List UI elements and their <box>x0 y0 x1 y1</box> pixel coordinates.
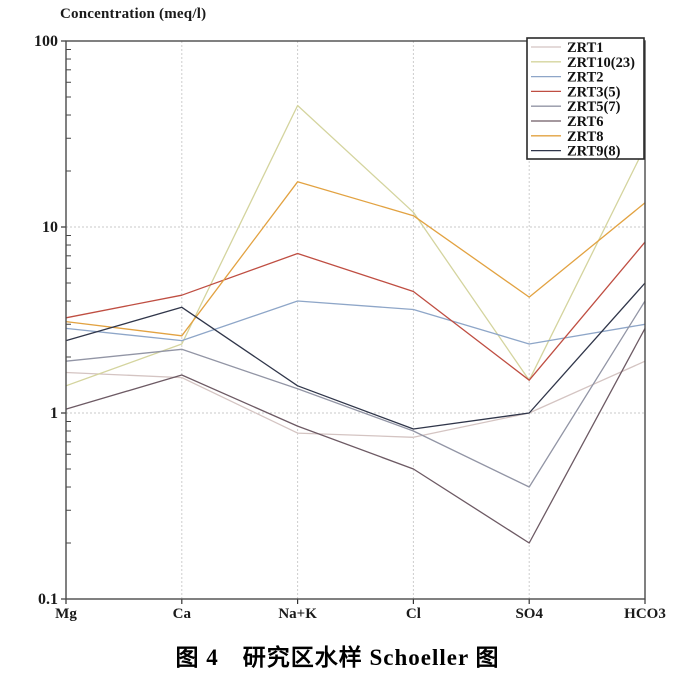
y-axis-title: Concentration (meq/l) <box>60 6 207 22</box>
x-category-label: HCO3 <box>624 606 666 622</box>
legend-box <box>526 37 645 160</box>
y-tick-labels: 100 10 1 0.1 <box>34 33 58 608</box>
y-tick-label: 1 <box>50 405 58 422</box>
legend-label-ZRT6: ZRT6 <box>567 114 604 130</box>
x-category-label: SO4 <box>515 606 543 622</box>
legend-entry: ZRT6 <box>531 114 604 130</box>
legend: ZRT1ZRT10(23)ZRT2ZRT3(5)ZRT5(7)ZRT6ZRT8Z… <box>526 37 645 160</box>
figure-caption: 图 4 研究区水样 Schoeller 图 <box>175 645 500 670</box>
legend-entry: ZRT9(8) <box>531 144 621 160</box>
y-tick-label: 0.1 <box>38 591 58 608</box>
legend-label-ZRT3(5): ZRT3(5) <box>567 84 621 100</box>
series-line-ZRT6 <box>65 328 646 544</box>
legend-label-ZRT2: ZRT2 <box>567 70 604 86</box>
x-category-labels: Mg Ca Na+K Cl SO4 HCO3 <box>55 606 666 622</box>
y-tick-label: 10 <box>42 219 58 236</box>
legend-label-ZRT9(8): ZRT9(8) <box>567 144 621 160</box>
x-category-label: Cl <box>406 606 421 622</box>
series-line-ZRT9(8) <box>65 282 646 430</box>
axis-ticks <box>61 40 646 604</box>
legend-label-ZRT10(23): ZRT10(23) <box>567 55 635 71</box>
series-lines <box>65 104 646 544</box>
legend-entry: ZRT8 <box>531 129 604 145</box>
series-line-ZRT5(7) <box>65 300 646 488</box>
series-line-ZRT8 <box>65 181 646 337</box>
legend-label-ZRT5(7): ZRT5(7) <box>567 99 621 115</box>
legend-label-ZRT8: ZRT8 <box>567 129 604 145</box>
legend-entry: ZRT3(5) <box>531 84 621 100</box>
plot-border <box>65 40 646 600</box>
x-category-label: Na+K <box>278 606 317 622</box>
legend-entry: ZRT10(23) <box>531 55 635 71</box>
series-line-ZRT3(5) <box>65 241 646 381</box>
y-tick-label: 100 <box>34 33 58 50</box>
legend-entry: ZRT2 <box>531 70 604 86</box>
x-category-label: Mg <box>55 606 77 622</box>
series-line-ZRT1 <box>65 360 646 438</box>
legend-entry: ZRT1 <box>531 40 604 56</box>
x-category-label: Ca <box>173 606 192 622</box>
legend-label-ZRT1: ZRT1 <box>567 40 604 56</box>
legend-entry: ZRT5(7) <box>531 99 621 115</box>
series-line-ZRT2 <box>65 300 646 345</box>
